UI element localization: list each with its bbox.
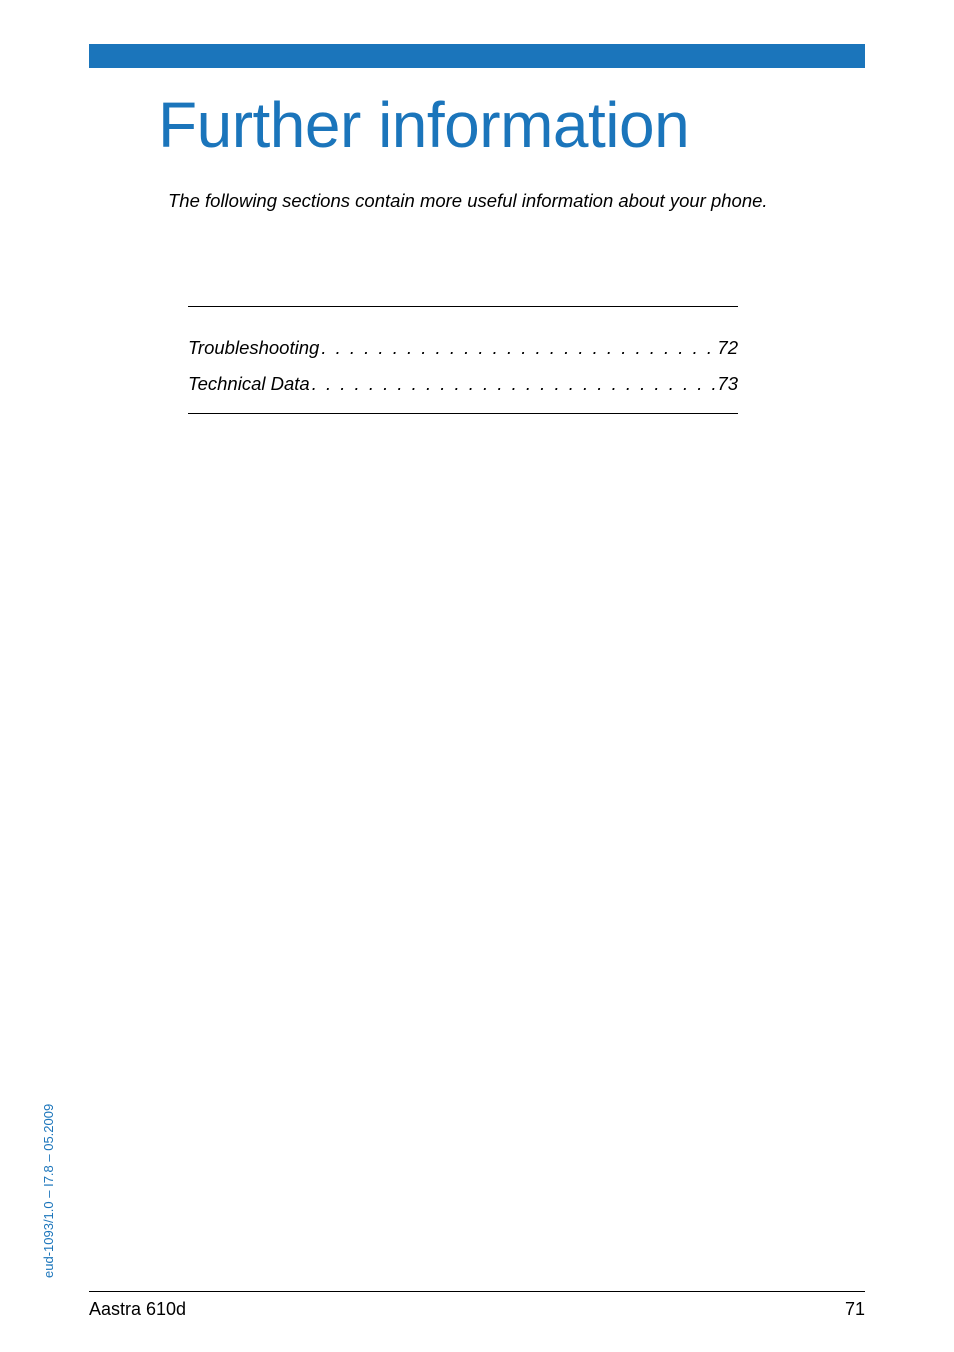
toc-leader-dots [310, 373, 718, 395]
toc-entry-label: Technical Data [188, 373, 310, 395]
mini-toc: Troubleshooting 72 Technical Data 73 [188, 306, 738, 414]
toc-entry[interactable]: Technical Data 73 [188, 373, 738, 395]
chapter-intro: The following sections contain more usef… [168, 190, 865, 212]
toc-leader-dots [319, 337, 717, 359]
toc-entry-page: 72 [717, 337, 738, 359]
toc-entry-page: 73 [717, 373, 738, 395]
toc-rule-bottom [188, 413, 738, 414]
toc-entry[interactable]: Troubleshooting 72 [188, 337, 738, 359]
toc-entry-label: Troubleshooting [188, 337, 319, 359]
page-footer: Aastra 610d 71 [89, 1299, 865, 1320]
footer-page-number: 71 [845, 1299, 865, 1320]
document-page: Further information The following sectio… [0, 0, 954, 1352]
footer-product-name: Aastra 610d [89, 1299, 186, 1320]
toc-rule-top [188, 306, 738, 307]
footer-rule [89, 1291, 865, 1292]
document-reference-side: eud-1093/1.0 – I7.8 – 05.2009 [41, 1104, 56, 1278]
header-color-bar [89, 44, 865, 68]
toc-entries: Troubleshooting 72 Technical Data 73 [188, 337, 738, 395]
chapter-title: Further information [158, 88, 865, 162]
